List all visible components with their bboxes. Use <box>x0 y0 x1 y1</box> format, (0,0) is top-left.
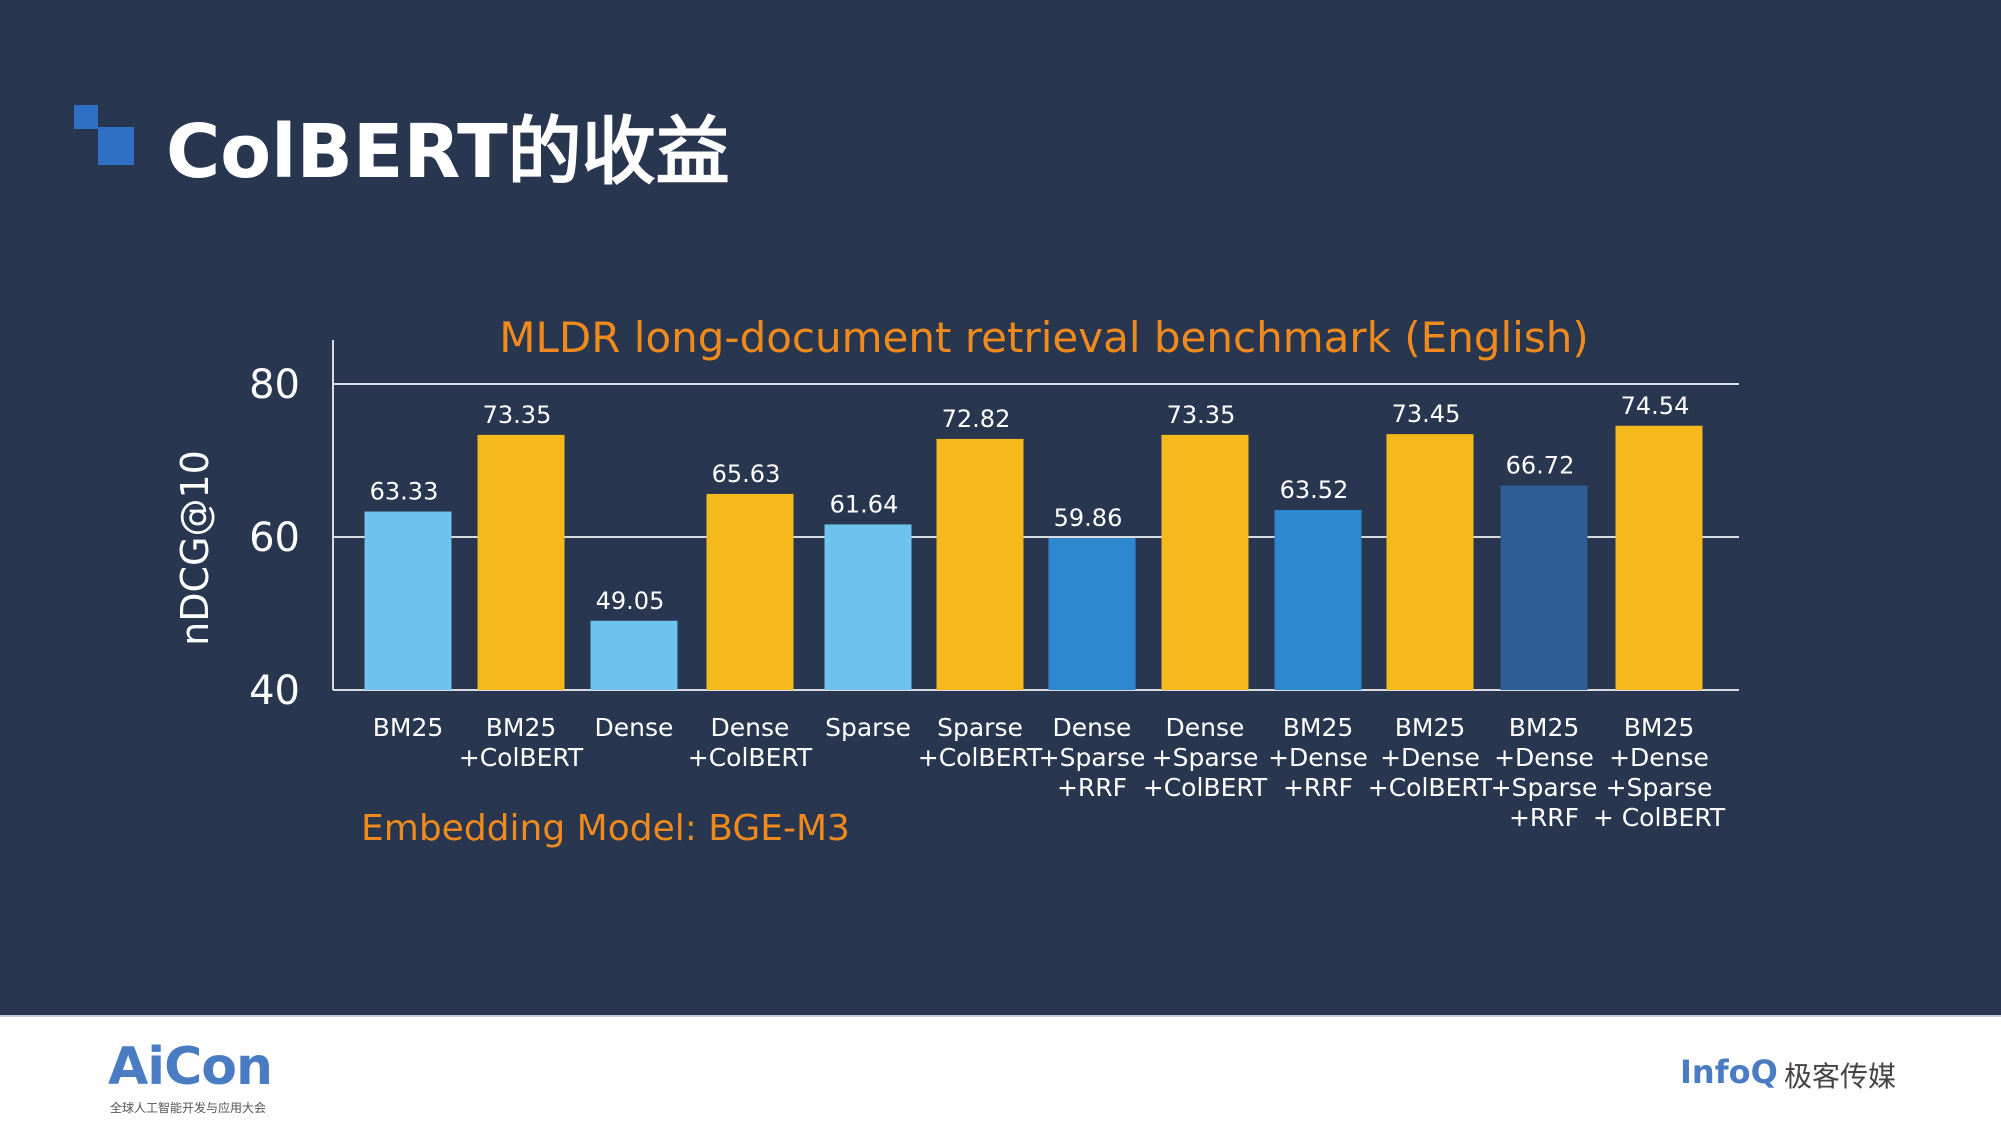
x-tick-label: +Dense <box>1380 743 1480 772</box>
x-tick-label: +Dense <box>1268 743 1368 772</box>
y-axis-label: nDCG@10 <box>173 450 217 646</box>
bar-value-label: 66.72 <box>1506 452 1575 480</box>
x-tick-label: BM25 <box>373 713 444 742</box>
slide-background: ColBERT的收益 MLDR long-document retrieval … <box>0 0 2001 1015</box>
y-tick-label: 80 <box>249 362 300 408</box>
x-tick-label: +Dense <box>1494 743 1594 772</box>
x-tick-label: +ColBERT <box>1368 773 1493 802</box>
bar <box>1274 510 1362 690</box>
infoq-logo-cn: 极客传媒 <box>1784 1060 1897 1093</box>
footer: AiCon 全球人工智能开发与应用大会 InfoQ 极客传媒 <box>0 1015 2001 1128</box>
x-tick-label: Dense <box>595 713 674 742</box>
bar <box>706 493 794 690</box>
x-tick-label: Dense <box>1053 713 1132 742</box>
bar-chart: MLDR long-document retrieval benchmark (… <box>173 313 1739 849</box>
y-tick-label: 60 <box>249 515 300 561</box>
x-tick-label: Dense <box>1166 713 1245 742</box>
bar <box>1161 434 1249 690</box>
x-tick-label: Sparse <box>825 713 911 742</box>
x-tick-label: +Sparse <box>1152 743 1259 772</box>
x-tick-label: +RRF <box>1283 773 1353 802</box>
bar-value-label: 72.82 <box>942 405 1011 433</box>
x-tick-label: +ColBERT <box>918 743 1043 772</box>
bar <box>936 438 1024 690</box>
infoq-logo: InfoQ <box>1680 1053 1778 1091</box>
x-tick-label: BM25 <box>1509 713 1580 742</box>
x-tick-label: BM25 <box>1283 713 1354 742</box>
aicon-logo: AiCon <box>108 1037 273 1097</box>
x-tick-label: +ColBERT <box>459 743 584 772</box>
x-tick-label: BM25 <box>1624 713 1695 742</box>
x-tick-label: + ColBERT <box>1593 803 1726 832</box>
x-tick-label: BM25 <box>1395 713 1466 742</box>
bar <box>824 524 912 690</box>
x-tick-label: +RRF <box>1509 803 1579 832</box>
bar-value-label: 73.35 <box>1167 401 1236 429</box>
bar-value-label: 59.86 <box>1054 504 1123 532</box>
title-square-icon <box>74 105 134 165</box>
chart-title: MLDR long-document retrieval benchmark (… <box>499 313 1588 362</box>
x-tick-label: +Sparse <box>1491 773 1598 802</box>
bar-value-label: 74.54 <box>1621 392 1690 420</box>
x-tick-label: +RRF <box>1057 773 1127 802</box>
bar <box>1048 538 1136 690</box>
bar-value-label: 61.64 <box>830 490 899 518</box>
bar-value-label: 73.35 <box>483 401 552 429</box>
x-tick-label: +Sparse <box>1606 773 1713 802</box>
bar <box>1500 485 1588 690</box>
bar-value-label: 63.52 <box>1280 476 1349 504</box>
x-tick-label: Sparse <box>937 713 1023 742</box>
x-tick-label: +Dense <box>1609 743 1709 772</box>
aicon-logo-subtitle: 全球人工智能开发与应用大会 <box>110 1101 267 1115</box>
y-tick-label: 40 <box>249 668 300 714</box>
bar-value-label: 73.45 <box>1392 400 1461 428</box>
x-tick-label: Dense <box>711 713 790 742</box>
bar <box>1615 425 1703 690</box>
bar-value-label: 65.63 <box>712 460 781 488</box>
x-tick-label: +ColBERT <box>688 743 813 772</box>
bar <box>364 511 452 690</box>
bar-value-label: 63.33 <box>370 478 439 506</box>
bar <box>1386 434 1474 690</box>
bar <box>477 434 565 690</box>
x-tick-label: BM25 <box>486 713 557 742</box>
x-tick-label: +ColBERT <box>1143 773 1268 802</box>
bar-value-label: 49.05 <box>596 587 665 615</box>
embedding-model-annotation: Embedding Model: BGE-M3 <box>361 808 850 849</box>
x-tick-label: +Sparse <box>1039 743 1146 772</box>
bar <box>590 620 678 690</box>
page-title: ColBERT的收益 <box>166 109 730 195</box>
